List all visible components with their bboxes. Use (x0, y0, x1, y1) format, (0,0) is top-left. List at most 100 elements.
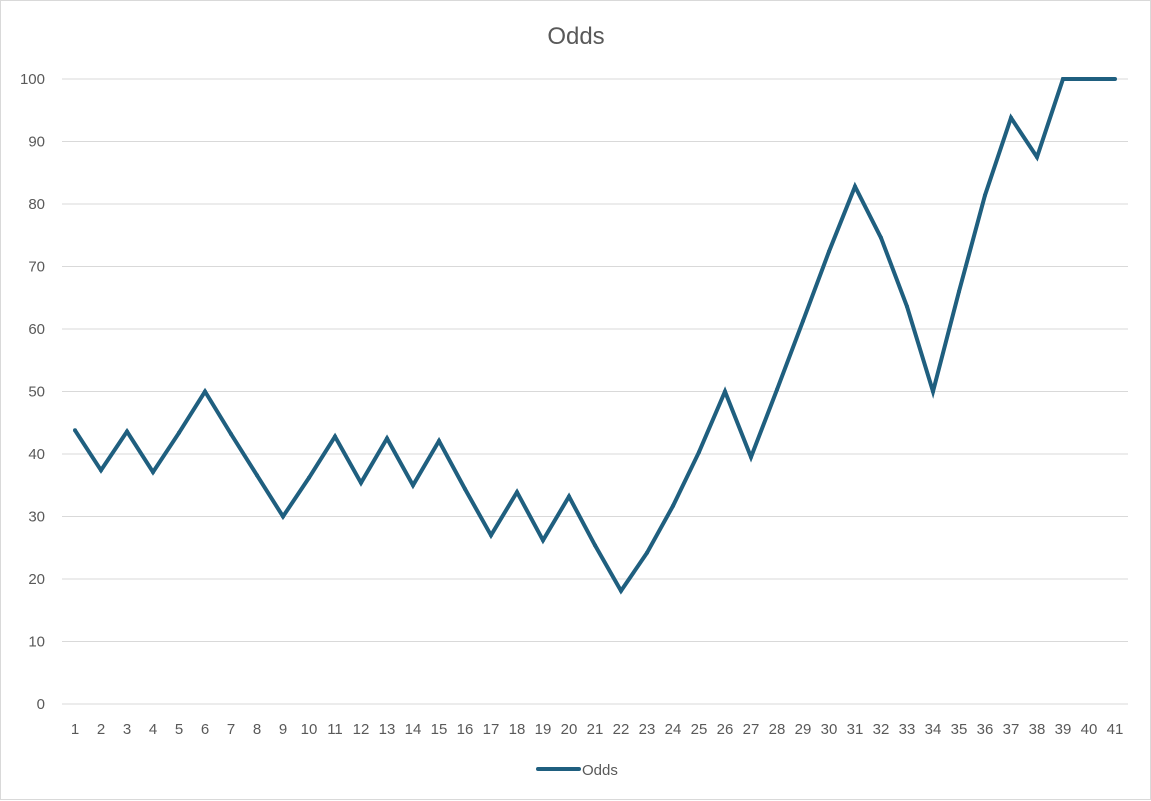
data-point (905, 304, 909, 309)
data-point (957, 289, 961, 294)
data-point (619, 588, 623, 593)
gridlines (62, 78, 1128, 705)
data-point (255, 473, 259, 478)
x-tick-label: 37 (1003, 721, 1020, 738)
data-point (333, 434, 337, 439)
y-tick-label: 10 (28, 634, 45, 651)
series-lines (73, 77, 1117, 595)
y-tick-label: 20 (28, 571, 45, 588)
x-tick-label: 26 (717, 721, 734, 738)
data-point (463, 487, 467, 491)
x-tick-label: 24 (665, 721, 682, 738)
data-point (281, 514, 285, 519)
x-tick-label: 39 (1055, 721, 1072, 738)
x-tick-label: 36 (977, 721, 994, 738)
data-point (541, 538, 545, 543)
data-point (1009, 115, 1013, 120)
data-point (1087, 77, 1091, 81)
chart-title: Odds (547, 23, 604, 50)
x-tick-label: 38 (1029, 721, 1046, 738)
y-tick-label: 90 (28, 134, 45, 151)
data-point (385, 436, 389, 441)
x-tick-label: 33 (899, 721, 916, 738)
y-tick-label: 70 (28, 259, 45, 276)
x-tick-label: 22 (613, 721, 630, 738)
y-tick-label: 0 (37, 696, 45, 713)
data-point (359, 480, 363, 485)
data-point (593, 543, 597, 548)
data-point (567, 494, 571, 499)
y-axis-tick-labels: 0 10 20 30 40 50 60 70 80 90 100 (20, 71, 45, 713)
data-point (1035, 155, 1039, 160)
y-tick-label: 30 (28, 509, 45, 526)
y-tick-label: 50 (28, 384, 45, 401)
data-point (697, 450, 701, 455)
data-point (1061, 77, 1065, 81)
data-point (307, 475, 311, 480)
data-point (177, 430, 181, 435)
data-point (99, 468, 103, 473)
x-axis-tick-labels: 1 2 3 4 5 6 7 8 9 10 11 12 13 14 15 16 17 18 19 20 21 22 23 24 2… (71, 721, 1124, 738)
x-tick-label: 11 (327, 721, 343, 738)
data-point (671, 503, 675, 508)
data-point (1113, 77, 1117, 81)
series-line-odds (73, 77, 1115, 595)
x-tick-label: 16 (457, 721, 474, 738)
x-tick-label: 29 (795, 721, 812, 738)
y-tick-label: 100 (20, 71, 45, 88)
legend[interactable]: Odds (536, 762, 618, 779)
x-tick-label: 1 (71, 721, 79, 738)
legend-label-odds: Odds (582, 762, 618, 779)
data-point (827, 249, 831, 254)
data-point (723, 389, 727, 394)
data-point (775, 387, 779, 392)
data-point (489, 533, 493, 538)
data-point (73, 428, 77, 433)
y-tick-label: 60 (28, 321, 45, 338)
x-tick-label: 25 (691, 721, 708, 738)
x-tick-label: 30 (821, 721, 838, 738)
data-point (983, 193, 987, 198)
data-point (125, 429, 129, 434)
x-tick-label: 3 (123, 721, 131, 738)
data-point (931, 389, 935, 394)
x-tick-label: 8 (253, 721, 261, 738)
x-tick-label: 18 (509, 721, 526, 738)
x-tick-label: 31 (847, 721, 864, 738)
data-point (411, 483, 415, 488)
data-point (151, 470, 155, 475)
y-tick-label: 40 (28, 446, 45, 463)
x-tick-label: 41 (1107, 721, 1124, 738)
data-point (203, 389, 207, 394)
data-point (515, 490, 519, 495)
data-point (801, 318, 805, 323)
x-tick-label: 14 (405, 721, 422, 738)
data-point (853, 184, 857, 189)
x-tick-label: 28 (769, 721, 786, 738)
x-tick-label: 32 (873, 721, 890, 738)
y-tick-label: 80 (28, 196, 45, 213)
x-tick-label: 10 (301, 721, 318, 738)
x-tick-label: 19 (535, 721, 552, 738)
x-tick-label: 4 (149, 721, 157, 738)
x-tick-label: 17 (483, 721, 500, 738)
x-tick-label: 34 (925, 721, 942, 738)
x-tick-label: 20 (561, 721, 578, 738)
x-tick-label: 13 (379, 721, 396, 738)
x-tick-label: 7 (227, 721, 235, 738)
x-tick-label: 6 (201, 721, 209, 738)
x-tick-label: 9 (279, 721, 287, 738)
x-tick-label: 23 (639, 721, 656, 738)
x-tick-label: 27 (743, 721, 760, 738)
x-tick-label: 5 (175, 721, 183, 738)
x-tick-label: 2 (97, 721, 105, 738)
x-tick-label: 40 (1081, 721, 1098, 738)
x-tick-label: 21 (587, 721, 604, 738)
data-point (879, 235, 883, 240)
data-point (437, 438, 441, 443)
x-tick-label: 12 (353, 721, 370, 738)
data-point (749, 455, 753, 460)
data-point (229, 432, 233, 436)
